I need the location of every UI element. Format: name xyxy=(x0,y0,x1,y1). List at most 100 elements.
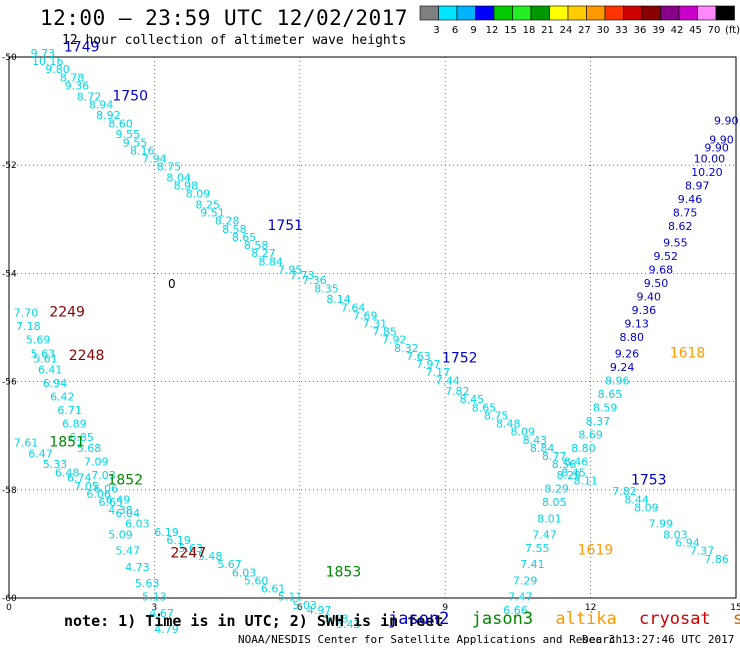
wave-height-value: 7.03 xyxy=(91,469,116,482)
wave-height-value: 8.94 xyxy=(89,98,114,111)
wave-height-value: 8.37 xyxy=(586,415,611,428)
wave-height-value: 6.89 xyxy=(62,418,87,431)
wave-height-value: 9.55 xyxy=(663,236,688,249)
wave-height-value: 8.11 xyxy=(574,474,599,487)
wave-height-value: 7.17 xyxy=(426,366,451,379)
y-tick-label: -60 xyxy=(2,594,17,604)
wave-height-value: 6.41 xyxy=(38,363,63,376)
wave-height-value: 8.72 xyxy=(77,90,102,103)
wave-height-value: 5.03 xyxy=(292,599,317,612)
wave-height-value: 4.97 xyxy=(307,604,332,617)
wave-height-value: 9.55 xyxy=(115,128,140,141)
generated-timestamp: Dec 3 13:27:46 UTC 2017 xyxy=(582,633,735,646)
wave-height-value: 8.75 xyxy=(484,409,509,422)
wave-height-value: 6.61 xyxy=(261,583,286,596)
wave-height-value: 8.46 xyxy=(564,455,589,468)
wave-height-value: 8.98 xyxy=(174,180,199,193)
wave-height-colorbar: 3 6 9 12 15 18 21 24 27 30 33 36 39 42 45 70 (ft) xyxy=(419,5,740,36)
wave-height-value: 5.09 xyxy=(108,528,133,541)
data-points: 9.7310.169.808.789.368.728.948.928.609.5… xyxy=(14,47,739,636)
wave-height-value: 7.86 xyxy=(704,553,729,566)
wave-height-value: 5.43 xyxy=(336,618,361,631)
wave-height-value: 6.49 xyxy=(106,493,131,506)
x-tick-label: 12 xyxy=(585,603,596,613)
wave-height-value: 7.09 xyxy=(84,455,109,468)
wave-height-value: 8.01 xyxy=(537,512,562,525)
pass-time-label: 1749 xyxy=(64,40,100,56)
pass-time-label: 1853 xyxy=(326,564,362,580)
y-tick-label: -54 xyxy=(2,269,17,279)
y-tick-label: -52 xyxy=(2,161,17,171)
wave-height-value: 6.94 xyxy=(675,537,700,550)
wave-height-value: 9.90 xyxy=(714,115,739,128)
x-tick-label: 6 xyxy=(297,603,303,613)
wave-height-value: 9.80 xyxy=(45,63,70,76)
wave-height-value: 6.48 xyxy=(55,466,80,479)
pass-time-label: 1851 xyxy=(49,435,85,451)
wave-height-value: 8.29 xyxy=(544,483,569,496)
wave-height-value: 5.68 xyxy=(77,442,102,455)
wave-height-value: 7.69 xyxy=(353,309,378,322)
wave-height-value: 6.94 xyxy=(43,377,68,390)
axis-ticks: 0 3 6 9 12 15 -50 -52 -54 -56 -58 -60 xyxy=(2,53,740,613)
wave-height-value: 7.29 xyxy=(513,574,538,587)
colorbar-cells xyxy=(419,5,735,21)
wave-height-value: 8.84 xyxy=(530,442,555,455)
colorbar-label: 42 xyxy=(671,25,684,36)
credit-line: NOAA/NESDIS Center for Satellite Applica… xyxy=(238,633,623,646)
wave-height-value: 5.63 xyxy=(135,577,160,590)
wave-height-value: 8.03 xyxy=(663,528,688,541)
wave-height-value: 7.82 xyxy=(612,485,637,498)
wave-height-value: 7.36 xyxy=(302,274,327,287)
wave-height-value: 7.31 xyxy=(363,318,388,331)
chart-subtitle: 12 hour collection of altimeter wave hei… xyxy=(62,33,407,48)
wave-height-value: 9.50 xyxy=(644,277,669,290)
colorbar-labels: 3 6 9 12 15 18 21 24 27 30 33 36 39 42 45 70 (ft) xyxy=(433,25,740,36)
wave-height-value: 6.19 xyxy=(154,526,179,539)
wave-height-value: 9.40 xyxy=(637,290,662,303)
wave-height-value: 5.13 xyxy=(142,591,167,604)
wave-height-value: 6.85 xyxy=(69,431,94,444)
wave-height-value: 7.64 xyxy=(341,301,366,314)
wave-height-value: 7.18 xyxy=(16,320,41,333)
wave-height-value: 8.58 xyxy=(222,223,247,236)
pass-time-label: 1852 xyxy=(107,472,143,488)
wave-height-value: 6.74 xyxy=(67,472,92,485)
colorbar-label: 27 xyxy=(578,25,591,36)
y-tick-label: -56 xyxy=(2,378,17,388)
legend-jason3: jason3 xyxy=(471,609,534,629)
wave-height-value: 8.60 xyxy=(108,117,133,130)
wave-height-value: 7.94 xyxy=(142,152,167,165)
wave-height-value: 6.04 xyxy=(115,507,140,520)
time-labels: 1749 1750 1751 1752 1753 1618 1619 2249 2248 2247… xyxy=(49,40,705,581)
wave-height-value: 5.47 xyxy=(115,545,140,558)
plot-frame xyxy=(8,56,737,599)
wave-height-value: 8.75 xyxy=(673,207,698,220)
wave-height-value: 8.29 xyxy=(557,469,582,482)
wave-height-value: 8.04 xyxy=(166,171,191,184)
wave-height-value: 6.06 xyxy=(94,483,119,496)
wave-height-value: 8.62 xyxy=(668,220,693,233)
wave-height-value: 7.97 xyxy=(416,358,441,371)
wave-height-value: 6.71 xyxy=(57,404,82,417)
satellite-legend: jason2 jason3 altika cryosat s3a xyxy=(388,609,740,629)
wave-height-value: 7.73 xyxy=(290,269,315,282)
wave-height-value: 8.27 xyxy=(251,247,276,260)
chart-title: 12:00 – 23:59 UTC 12/02/2017 xyxy=(40,6,409,30)
wave-height-value: 8.32 xyxy=(394,342,419,355)
wave-height-value: 9.26 xyxy=(615,347,640,360)
wave-height-value: 7.92 xyxy=(382,334,407,347)
colorbar-label: 6 xyxy=(452,25,458,36)
colorbar-label: 3 xyxy=(433,25,439,36)
wave-height-value: 7.70 xyxy=(14,307,39,320)
wave-height-value: 5.69 xyxy=(26,334,51,347)
wave-height-value: 8.92 xyxy=(96,109,121,122)
wave-height-value: 9.36 xyxy=(65,79,90,92)
colorbar-label: 21 xyxy=(541,25,554,36)
legend-s3a: s3a xyxy=(732,609,740,629)
colorbar-label: 9 xyxy=(470,25,476,36)
zero-marker: 0 xyxy=(168,277,176,291)
wave-height-value: 6.03 xyxy=(125,518,150,531)
wave-height-value: 5.60 xyxy=(244,574,269,587)
